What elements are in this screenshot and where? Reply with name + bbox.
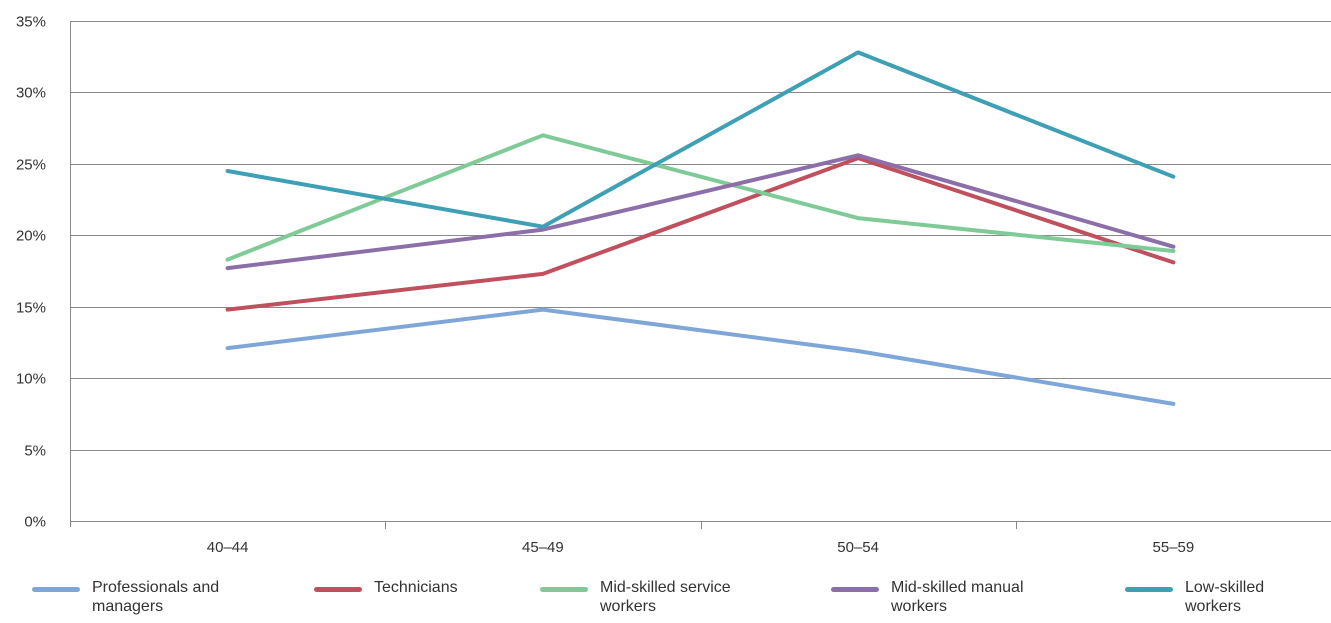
legend-item-mid-skilled-service-workers: Mid-skilled service workers [540,578,731,616]
legend-label-line: workers [891,598,948,615]
legend-swatch-mid-skilled-service-workers [540,587,588,592]
legend-label-mid-skilled-manual-workers: Mid-skilled manual workers [891,578,1024,616]
y-tick-label: 25% [16,157,46,174]
legend-label-line: Low-skilled [1185,579,1265,596]
legend-label-professionals-and-managers: Professionals and managers [92,578,219,616]
series-line-professionals-and-managers [225,307,1176,406]
legend-swatch-mid-skilled-manual-workers [831,587,879,592]
legend-label-line: Mid-skilled manual [891,579,1024,596]
legend-label-line: Technicians [374,579,458,596]
y-axis-tick-labels: 0% 5% 10% 15% 20% 25% 30% 35% [16,14,46,531]
legend-item-mid-skilled-manual-workers: Mid-skilled manual workers [831,578,1024,616]
x-tick-label: 45–49 [522,539,564,556]
line-chart: 0% 5% 10% 15% 20% 25% 30% 35% 40–44 45–49 50–54 55… [16,14,1331,556]
y-tick-label: 35% [16,14,46,31]
legend-swatch-professionals-and-managers [32,587,80,592]
legend-label-low-skilled-workers: Low-skilled workers [1185,578,1264,616]
legend-label-line: workers [1185,598,1242,615]
y-tick-label: 0% [24,514,46,531]
series-line-mid-skilled-manual-workers [225,153,1176,271]
legend-item-low-skilled-workers: Low-skilled workers [1125,578,1264,616]
legend-label-technicians: Technicians [374,578,458,597]
gridlines [70,21,1331,451]
x-tick-label: 50–54 [837,539,879,556]
series-lines [225,50,1176,406]
legend-swatch-technicians [314,587,362,592]
legend-label-line: Mid-skilled service [600,579,731,596]
y-tick-label: 30% [16,85,46,102]
y-tick-label: 10% [16,371,46,388]
legend: Professionals and managers Technicians M… [0,578,1331,623]
legend-label-mid-skilled-service-workers: Mid-skilled service workers [600,578,731,616]
x-tick-label: 40–44 [207,539,249,556]
legend-label-line: workers [600,598,657,615]
legend-label-line: managers [92,598,164,615]
y-tick-label: 5% [24,443,46,460]
x-tick-label: 55–59 [1153,539,1195,556]
axes [70,21,1331,529]
legend-label-line: Professionals and [92,579,220,596]
y-tick-label: 15% [16,300,46,317]
series-line-technicians [225,156,1176,312]
series-line-low-skilled-workers [225,50,1176,229]
y-tick-label: 20% [16,228,46,245]
legend-item-professionals-and-managers: Professionals and managers [32,578,219,616]
x-axis-tick-labels: 40–44 45–49 50–54 55–59 [207,539,1194,556]
legend-swatch-low-skilled-workers [1125,587,1173,592]
legend-item-technicians: Technicians [314,578,458,597]
